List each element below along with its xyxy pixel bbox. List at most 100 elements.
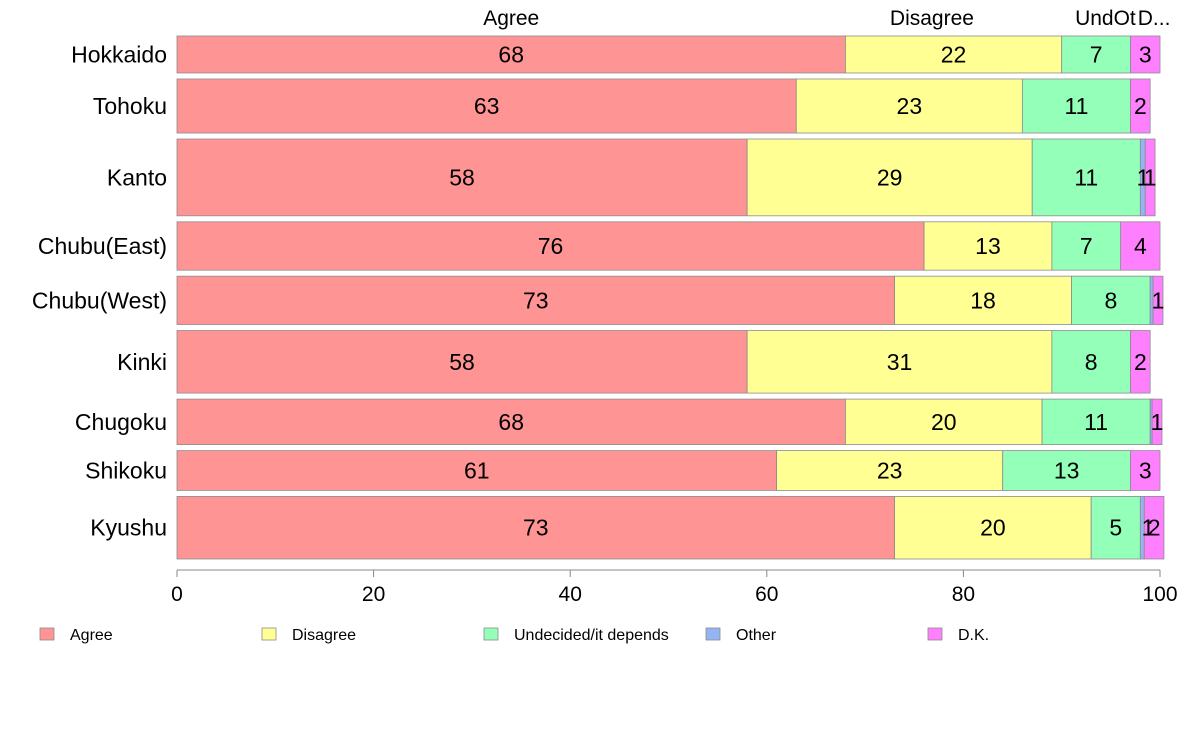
bar-segment bbox=[1120, 221, 1161, 271]
data-label: 58 bbox=[449, 349, 475, 375]
column-header-label: D... bbox=[1138, 7, 1171, 30]
bar-segment bbox=[1152, 275, 1164, 325]
data-label: 11 bbox=[1074, 164, 1098, 190]
column-header-labels: Agree Disagree UndOt D... bbox=[483, 7, 1170, 30]
data-label: 23 bbox=[877, 458, 903, 484]
category-label: Chugoku bbox=[75, 409, 167, 435]
legend-swatch bbox=[483, 627, 499, 641]
column-header-label: UndOt bbox=[1075, 7, 1136, 30]
data-label: 2 bbox=[1134, 349, 1147, 375]
data-label: 1 bbox=[1144, 164, 1157, 190]
bar-segment bbox=[176, 496, 895, 560]
bar-segment bbox=[176, 35, 846, 74]
bar-segment bbox=[176, 330, 748, 394]
data-label: 61 bbox=[464, 458, 490, 484]
data-label: 63 bbox=[474, 93, 500, 119]
category-labels: Hokkaido Tohoku Kanto Chubu(East) Chubu(West… bbox=[32, 41, 167, 540]
data-label: 20 bbox=[980, 515, 1006, 541]
bar-segment bbox=[176, 275, 895, 325]
data-label: 68 bbox=[498, 409, 524, 435]
bar-segment bbox=[1130, 35, 1161, 74]
data-label: 31 bbox=[887, 349, 913, 375]
data-label: 8 bbox=[1104, 287, 1117, 313]
x-tick-label: 0 bbox=[171, 583, 183, 606]
legend-label: Other bbox=[736, 627, 777, 644]
data-label: 1 bbox=[1142, 515, 1155, 541]
bar-segment bbox=[1021, 78, 1131, 134]
data-label: 22 bbox=[941, 41, 967, 67]
bar-segment bbox=[176, 398, 846, 446]
bar-segment bbox=[1031, 138, 1141, 217]
bar-segment bbox=[176, 138, 748, 217]
legend-label: Agree bbox=[70, 627, 113, 644]
data-label: 1 bbox=[1151, 409, 1164, 435]
data-label: 73 bbox=[523, 515, 549, 541]
column-header-label: Disagree bbox=[890, 7, 974, 30]
data-label: 1 bbox=[1152, 287, 1165, 313]
bar-segment bbox=[1090, 496, 1141, 560]
legend: Agree Disagree Undecided/it depends Other D.… bbox=[39, 627, 989, 644]
bar-segment bbox=[923, 221, 1053, 271]
category-label: Shikoku bbox=[85, 458, 167, 484]
bar-segment bbox=[795, 78, 1023, 134]
data-label: 29 bbox=[877, 164, 903, 190]
bar-segment bbox=[746, 138, 1033, 217]
bar-segment bbox=[176, 221, 925, 271]
bar-segment bbox=[1002, 450, 1131, 491]
data-label: 13 bbox=[975, 233, 1001, 259]
data-label: 20 bbox=[931, 409, 957, 435]
category-label: Tohoku bbox=[93, 93, 167, 119]
x-tick-label: 60 bbox=[755, 583, 778, 606]
bar-segment bbox=[1144, 138, 1156, 217]
data-label: 4 bbox=[1134, 233, 1147, 259]
data-label: 8 bbox=[1085, 349, 1098, 375]
bar-segment bbox=[1061, 35, 1131, 74]
bar-segment bbox=[1130, 330, 1151, 394]
legend-label: Undecided/it depends bbox=[514, 627, 669, 644]
category-label: Chubu(West) bbox=[32, 287, 167, 313]
bar-segment bbox=[845, 398, 1043, 446]
bar-segment bbox=[176, 78, 797, 134]
bar-segment bbox=[1130, 78, 1151, 134]
column-header-label: Agree bbox=[483, 7, 539, 30]
bar-segment bbox=[176, 450, 778, 491]
bar-segment bbox=[845, 35, 1063, 74]
category-label: Chubu(East) bbox=[38, 233, 167, 259]
data-label: 7 bbox=[1080, 233, 1093, 259]
category-label: Kyushu bbox=[90, 515, 167, 541]
x-tick-label: 80 bbox=[952, 583, 975, 606]
bar-segment bbox=[894, 496, 1092, 560]
data-label: 76 bbox=[538, 233, 564, 259]
category-label: Kinki bbox=[117, 349, 167, 375]
data-label: 11 bbox=[1084, 409, 1108, 435]
bar-segment bbox=[1051, 330, 1131, 394]
bar-segment bbox=[1151, 398, 1163, 446]
data-label: 13 bbox=[1054, 458, 1080, 484]
data-label: 7 bbox=[1090, 41, 1103, 67]
legend-label: Disagree bbox=[292, 627, 356, 644]
data-label: 18 bbox=[970, 287, 996, 313]
data-label: 2 bbox=[1134, 93, 1147, 119]
bar-segment bbox=[746, 330, 1053, 394]
legend-swatch bbox=[927, 627, 943, 641]
x-tick-label: 100 bbox=[1142, 583, 1177, 606]
x-axis: 0 20 40 60 80 100 bbox=[171, 569, 1178, 606]
data-label: 23 bbox=[897, 93, 923, 119]
legend-swatch bbox=[705, 627, 721, 641]
data-label: 11 bbox=[1064, 93, 1088, 119]
data-label: 5 bbox=[1109, 515, 1122, 541]
bar-segment bbox=[1071, 275, 1151, 325]
bar-segment bbox=[1051, 221, 1122, 271]
data-label: 1 bbox=[1137, 164, 1150, 190]
data-label: 68 bbox=[498, 41, 524, 67]
legend-swatch bbox=[39, 627, 55, 641]
data-label: 58 bbox=[449, 164, 475, 190]
category-label: Kanto bbox=[107, 164, 167, 190]
legend-label: D.K. bbox=[958, 627, 989, 644]
data-label: 2 bbox=[1148, 515, 1161, 541]
bar-segment bbox=[1041, 398, 1151, 446]
category-label: Hokkaido bbox=[71, 41, 167, 67]
legend-swatch bbox=[261, 627, 277, 641]
